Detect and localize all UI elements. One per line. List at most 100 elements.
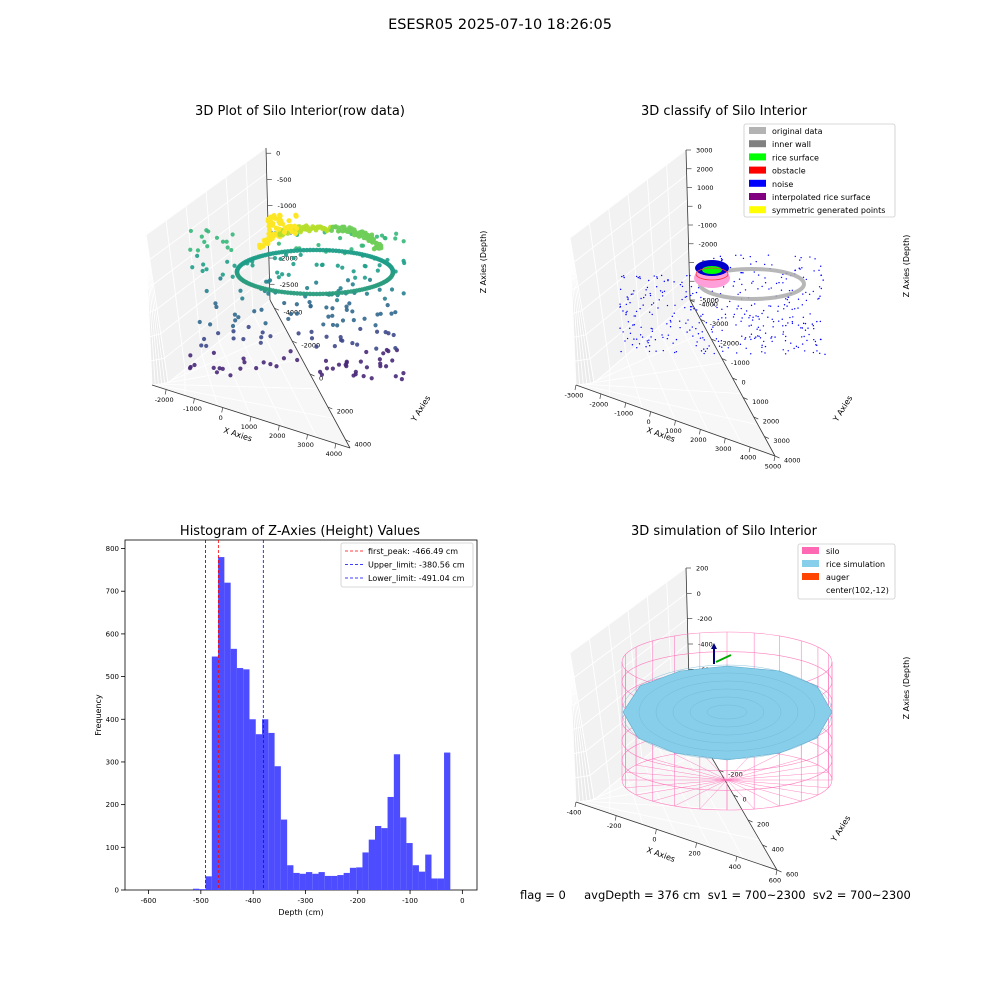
panel2-noise-point <box>801 304 804 306</box>
panel2-noise-point <box>649 294 652 297</box>
x-tick-label: -500 <box>193 897 209 905</box>
panel4-y-tick <box>747 819 753 823</box>
histogram-bar <box>431 878 438 890</box>
panel2-noise-point <box>757 326 760 328</box>
panel1-data-point <box>369 376 374 381</box>
panel1-top-point <box>285 223 291 230</box>
panel1-x-tick <box>277 425 280 431</box>
panel1-data-point <box>259 307 264 312</box>
histogram-bar <box>349 867 357 890</box>
panel2-noise-point <box>660 274 663 277</box>
panel2-noise-point <box>711 331 714 333</box>
panel1-data-point <box>250 263 255 268</box>
panel2-noise-point <box>783 308 785 310</box>
panel1-data-point <box>195 253 200 259</box>
panel2-noise-point <box>703 339 705 341</box>
panel1-data-point <box>340 318 346 323</box>
status-line: flag = 0 avgDepth = 376 cm sv1 = 700~230… <box>520 888 911 902</box>
panel1-data-point <box>320 262 325 267</box>
panel1-data-point <box>319 372 324 377</box>
panel2-noise-point <box>741 317 743 319</box>
panel1-floor-gridline <box>235 327 285 428</box>
panel2-legend-box <box>743 123 896 218</box>
panel4-z-tick-label: -200 <box>697 615 712 623</box>
panel1-upper-point <box>378 243 384 249</box>
panel2-noise-point <box>742 257 745 260</box>
panel2-noise-point <box>703 352 705 355</box>
histogram-bar <box>337 875 344 890</box>
panel2-noise-point <box>622 275 625 277</box>
panel1-floor-gridline <box>161 358 303 385</box>
panel1-data-point <box>378 364 383 369</box>
panel1-data-point <box>367 277 373 282</box>
panel2-noise-point <box>622 331 624 333</box>
panel1-floor-gridline <box>155 384 335 419</box>
histogram-bar <box>280 819 288 890</box>
legend-swatch <box>749 166 766 174</box>
panel2-noise-point <box>782 333 784 335</box>
panel1-data-point <box>281 356 287 361</box>
panel2-y-tick <box>742 397 748 400</box>
panel2-noise-point <box>801 343 804 345</box>
panel2-noise-point <box>620 350 622 353</box>
panel1-zgrid <box>147 283 154 289</box>
panel2-noise-point <box>738 278 741 280</box>
panel1-data-point <box>324 366 330 371</box>
panel2-noise-point <box>812 290 814 293</box>
rice-surface-mesh <box>638 672 816 752</box>
panel1-zgrid <box>160 248 269 335</box>
panel4-floor-gridline <box>657 746 711 848</box>
panel2-rice-surface <box>702 266 722 274</box>
panel1-data-point <box>211 365 216 370</box>
panel2-noise-point <box>818 269 820 272</box>
panel2-noise-point <box>631 344 634 346</box>
panel2-noise-point <box>755 260 757 263</box>
panel2-noise-point <box>761 312 763 315</box>
panel1-data-point <box>351 318 356 323</box>
panel1-data-point <box>382 296 387 301</box>
panel2-y-tick-label: 1000 <box>752 398 769 406</box>
panel2-x-tick <box>574 384 577 391</box>
panel2-noise-point <box>632 293 634 295</box>
panel2-noise-point <box>732 285 735 287</box>
panel2-noise-point <box>648 339 650 341</box>
rice-surface-mesh <box>621 664 833 760</box>
panel2-noise-point <box>739 343 742 346</box>
panel2-noise-point <box>818 297 820 300</box>
panel4-x-tick-label: 400 <box>729 863 741 871</box>
rice-surface-mesh <box>655 680 799 744</box>
panel1-data-point <box>274 364 279 369</box>
panel1-data-point <box>345 278 351 283</box>
histogram-bar <box>243 669 250 890</box>
panel1-y-tick <box>345 439 351 443</box>
panel2-noise-point <box>751 282 753 284</box>
panel1-data-point <box>197 319 202 325</box>
panel1-title: 3D Plot of Silo Interior(row data) <box>195 104 405 119</box>
panel2-noise-point <box>802 276 805 278</box>
panel2-y-tick-label: -1000 <box>731 359 750 367</box>
panel4-zgrid <box>574 775 591 779</box>
panel1-x-tick <box>164 389 167 395</box>
panel2-floor-gridline <box>590 330 708 384</box>
panel3-y-axis-label: Frequency <box>94 694 103 736</box>
histogram-bar <box>343 872 350 890</box>
panel2-noise-point <box>626 310 628 313</box>
panel2-x-tick-label: -2000 <box>589 400 608 408</box>
panel2-noise-point <box>780 289 783 291</box>
histogram-bar <box>293 872 300 890</box>
panel2-noise-point <box>639 307 641 310</box>
panel2-noise-point <box>822 279 824 281</box>
panel2-noise-point <box>655 350 657 352</box>
panel1-data-point <box>216 331 221 336</box>
panel1-y-tick <box>327 406 333 410</box>
panel2-noise-point <box>736 352 738 354</box>
panel2-noise-point <box>633 338 635 340</box>
panel2-noise-point <box>640 297 642 300</box>
panel2-legend: original data inner wall rice surface obsta… <box>743 123 896 218</box>
histogram-bar <box>249 719 256 890</box>
histogram-bar <box>211 656 219 890</box>
panel1-data-point <box>214 370 220 375</box>
panel2-floor-gridline <box>586 361 725 385</box>
panel2-noise-point <box>646 286 649 289</box>
panel2-noise-point <box>789 316 791 319</box>
